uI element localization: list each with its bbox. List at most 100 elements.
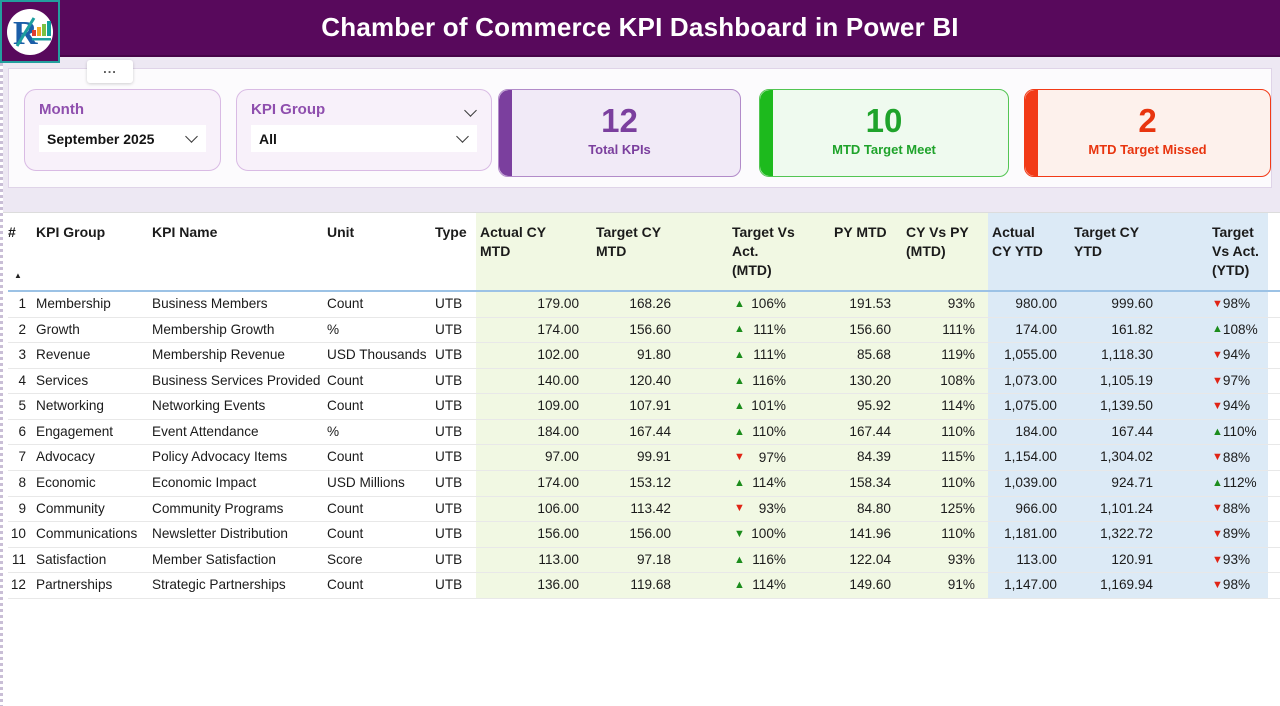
page-edge-dashes xyxy=(0,57,3,706)
card-mtd-target-missed: 2 MTD Target Missed xyxy=(1024,89,1271,177)
more-options-button[interactable]: ... xyxy=(87,60,133,83)
down-triangle-icon: ▼ xyxy=(1212,502,1223,515)
sort-ascending-icon[interactable]: ▲ xyxy=(14,271,22,280)
up-triangle-icon: ▲ xyxy=(734,579,745,592)
column-header-py_mtd[interactable]: PY MTD xyxy=(800,213,904,290)
cell-type: UTB xyxy=(435,526,463,542)
table-row[interactable]: 9 Community Community Programs Count UTB 106.… xyxy=(8,496,1280,523)
table-row[interactable]: 8 Economic Economic Impact USD Millions UTB 1… xyxy=(8,471,1280,497)
column-header-tva_mtd[interactable]: Target Vs Act. (MTD) xyxy=(684,213,800,290)
column-header-type[interactable]: Type xyxy=(430,213,476,290)
column-header-actual_mtd[interactable]: Actual CY MTD xyxy=(476,213,592,290)
table-row[interactable]: 7 Advocacy Policy Advocacy Items Count UTB 97… xyxy=(8,445,1280,472)
cell-group: Partnerships xyxy=(36,577,113,593)
column-header-actual_ytd[interactable]: Actual CY YTD xyxy=(988,213,1070,290)
table-row[interactable]: 5 Networking Networking Events Count UTB 109.… xyxy=(8,394,1280,420)
cell-actual_mtd: 102.00 xyxy=(476,343,592,368)
percent-value: 114% xyxy=(752,577,786,593)
column-header-label: KPI Group xyxy=(36,224,106,240)
cell-actual_mtd: 136.00 xyxy=(476,573,592,598)
cell-cy_vs_py: 119% xyxy=(904,343,988,368)
cell-name: Business Members xyxy=(152,296,268,311)
cell-py_mtd: 167.44 xyxy=(800,419,904,445)
cell-cy_vs_py: 114% xyxy=(904,394,988,419)
cell-actual_mtd: 97.00 xyxy=(476,445,592,471)
column-header-name[interactable]: KPI Name xyxy=(150,213,326,290)
column-header-label: # xyxy=(8,224,16,240)
cell-actual_mtd: 179.00 xyxy=(476,292,592,317)
cell-name: Community Programs xyxy=(152,500,284,516)
cell-type: UTB xyxy=(435,551,463,567)
column-header-tva_ytd[interactable]: Target Vs Act. (YTD) xyxy=(1166,213,1268,290)
cell-py_mtd: 191.53 xyxy=(800,292,904,317)
down-triangle-icon: ▼ xyxy=(1212,400,1223,413)
mtd-target-meet-value: 10 xyxy=(865,102,903,139)
column-header-label: PY MTD xyxy=(834,224,887,240)
cell-num: 9 xyxy=(18,500,26,516)
cell-actual_ytd: 1,073.00 xyxy=(988,368,1070,394)
cell-target_mtd: 97.18 xyxy=(592,547,684,573)
cell-actual_ytd: 980.00 xyxy=(988,292,1070,317)
cell-name: Membership Growth xyxy=(152,321,275,337)
mtd-target-missed-value: 2 xyxy=(1138,102,1157,139)
header-bar: Chamber of Commerce KPI Dashboard in Pow… xyxy=(0,0,1280,57)
column-header-label: Actual CY YTD xyxy=(992,224,1043,259)
month-slicer: Month September 2025 xyxy=(24,89,221,171)
cell-target_mtd: 153.12 xyxy=(592,471,684,496)
column-header-unit[interactable]: Unit xyxy=(326,213,430,290)
kpi-group-dropdown[interactable]: All xyxy=(251,125,477,152)
table-row[interactable]: 2 Growth Membership Growth% UTB 174.00 156.60… xyxy=(8,317,1280,344)
cell-cy_vs_py: 111% xyxy=(904,317,988,343)
column-header-num[interactable]: # ▲ xyxy=(8,213,32,290)
down-triangle-icon: ▼ xyxy=(1212,579,1223,592)
percent-value: 94% xyxy=(1222,398,1251,414)
cell-unit: Count xyxy=(327,449,364,465)
percent-value: 112% xyxy=(1222,475,1257,491)
column-header-group[interactable]: KPI Group xyxy=(32,213,150,290)
column-header-target_ytd[interactable]: Target CY YTD xyxy=(1070,213,1166,290)
card-total-kpis: 12 Total KPIs xyxy=(498,89,741,177)
cell-num: 8 xyxy=(18,475,26,491)
cell-tva_mtd: ▲ 111% xyxy=(684,317,800,343)
table-row[interactable]: 10 Communications Newsletter Distribution C… xyxy=(8,522,1280,548)
table-row[interactable]: 11 Satisfaction Member Satisfaction Score UT… xyxy=(8,547,1280,574)
cell-type: UTB xyxy=(435,500,463,516)
table-row[interactable]: 4 Services Business Services Provided Count… xyxy=(8,368,1280,395)
mtd-target-meet-label: MTD Target Meet xyxy=(832,142,936,157)
table-row[interactable]: 12 Partnerships Strategic Partnerships Coun… xyxy=(8,573,1280,599)
percent-value: 100% xyxy=(751,526,786,542)
cell-py_mtd: 84.39 xyxy=(800,445,904,471)
percent-value: 89% xyxy=(1222,526,1251,542)
table-row[interactable]: 3 Revenue Membership Revenue USD Thousands U… xyxy=(8,343,1280,369)
percent-value: 98% xyxy=(1222,296,1251,312)
cell-target_mtd: 119.68 xyxy=(592,573,684,598)
cell-group: Community xyxy=(36,500,105,516)
cell-tva_mtd: ▲ 114% xyxy=(684,573,800,598)
table-row[interactable]: 6 Engagement Event Attendance% UTB 184.00 167… xyxy=(8,419,1280,446)
cell-group: Advocacy xyxy=(36,449,95,465)
kpi-group-dropdown-value: All xyxy=(259,130,277,147)
cell-tva_ytd: ▼ 94% xyxy=(1166,394,1268,419)
cell-unit: USD Thousands xyxy=(327,347,427,363)
cell-tva_ytd: ▼ 98% xyxy=(1166,573,1268,598)
cell-actual_ytd: 1,154.00 xyxy=(988,445,1070,471)
cell-tva_ytd: ▼ 94% xyxy=(1166,343,1268,368)
page-title: Chamber of Commerce KPI Dashboard in Pow… xyxy=(321,12,959,42)
column-header-label: Target CY YTD xyxy=(1074,224,1140,259)
column-header-target_mtd[interactable]: Target CY MTD xyxy=(592,213,684,290)
cell-py_mtd: 85.68 xyxy=(800,343,904,368)
chevron-down-icon[interactable] xyxy=(464,104,477,117)
percent-value: 94% xyxy=(1222,347,1251,363)
cell-num: 4 xyxy=(18,372,26,388)
cell-actual_ytd: 966.00 xyxy=(988,496,1070,522)
cell-name: Networking Events xyxy=(152,398,266,414)
cell-type: UTB xyxy=(435,423,463,439)
table-row[interactable]: 1 Membership Business Members Count UTB 179.0… xyxy=(8,292,1280,318)
cell-actual_mtd: 109.00 xyxy=(476,394,592,419)
cell-num: 11 xyxy=(11,551,26,567)
month-dropdown[interactable]: September 2025 xyxy=(39,125,206,152)
cell-tva_mtd: ▲ 111% xyxy=(684,343,800,368)
column-header-cy_vs_py[interactable]: CY Vs PY (MTD) xyxy=(904,213,988,290)
logo-image: R xyxy=(7,8,53,55)
logo: R xyxy=(0,0,60,63)
